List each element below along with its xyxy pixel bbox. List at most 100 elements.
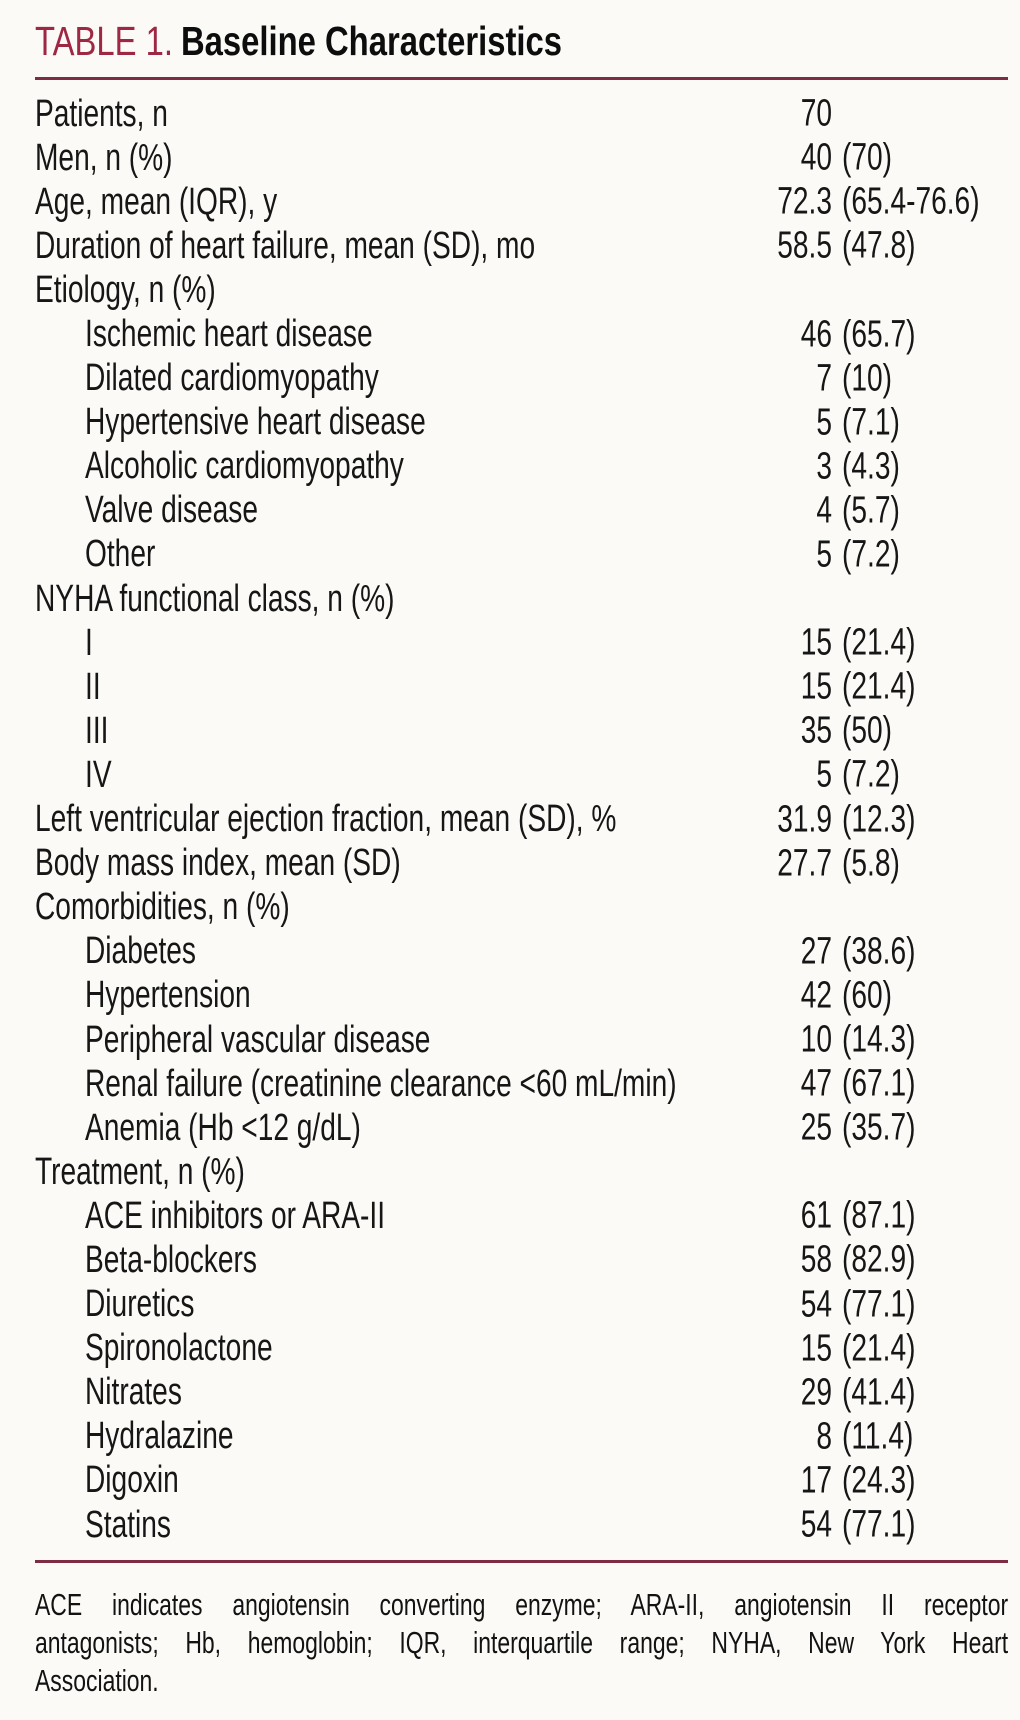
table-row: Hydralazine 8 (11.4) [35,1415,1020,1459]
row-value-number: 8 [816,1415,832,1458]
row-label: IV [85,753,112,796]
row-value-percent: (21.4) [842,1327,916,1370]
table-row: II 15 (21.4) [35,665,1020,709]
row-value-percent: (38.6) [842,930,916,973]
row-value-number: 5 [816,753,832,796]
row-label: NYHA functional class, n (%) [35,577,395,620]
row-label: Treatment, n (%) [35,1150,245,1193]
row-label: Valve disease [85,489,258,532]
row-value-number: 58.5 [777,224,832,267]
table-row: Hypertensive heart disease 5 (7.1) [35,401,1020,445]
row-value-number: 29 [800,1371,832,1414]
row-value-percent: (65.7) [842,313,916,356]
row-value-percent: (7.2) [842,533,900,576]
row-value-percent: (14.3) [842,1018,916,1061]
table-row: Digoxin 17 (24.3) [35,1459,1020,1503]
row-value-number: 47 [800,1062,832,1105]
row-label: Peripheral vascular disease [85,1018,431,1061]
row-value-percent: (24.3) [842,1459,916,1502]
row-label: Other [85,533,156,576]
row-value-number: 15 [800,621,832,664]
row-label: Diuretics [85,1283,195,1326]
row-value-number: 7 [816,357,832,400]
row-value-percent: (10) [842,357,893,400]
row-value: 15 (21.4) [650,1327,941,1370]
row-value-number: 42 [800,974,832,1017]
table-row: Comorbidities, n (%) [35,886,1020,930]
row-value: 27.7 (5.8) [650,842,920,885]
table-rows: Patients, n 70 Men, n (%) 40 (70) Age, m… [0,92,1020,1547]
table-row: III 35 (50) [35,709,1020,753]
row-value-number: 5 [816,401,832,444]
row-value-number: 40 [800,136,832,179]
row-label: II [85,665,101,708]
row-value: 31.9 (12.3) [650,798,941,841]
table-row: ACE inhibitors or ARA-II 61 (87.1) [35,1194,1020,1238]
row-value: 15 (21.4) [650,622,941,665]
row-value: 15 (21.4) [650,666,941,709]
table-name-label: Baseline Characteristics [180,18,562,64]
row-value-percent: (41.4) [842,1371,916,1414]
table-row: Patients, n 70 [35,92,1020,136]
footnote-line: ACE indicates angiotensin converting enz… [35,1587,1009,1622]
row-value-number: 54 [800,1283,832,1326]
table-row: Renal failure (creatinine clearance <60 … [35,1062,1020,1106]
row-value: 42 (60) [650,974,910,1017]
row-value: 8 (11.4) [650,1415,938,1458]
row-value-number: 27 [800,930,832,973]
row-value-percent: (70) [842,136,893,179]
row-label: Renal failure (creatinine clearance <60 … [85,1062,677,1105]
row-label: Age, mean (IQR), y [35,180,278,223]
table-row: Peripheral vascular disease 10 (14.3) [35,1018,1020,1062]
row-value-number: 25 [800,1106,832,1149]
row-value: 58 (82.9) [650,1239,941,1282]
table-row: Nitrates 29 (41.4) [35,1371,1020,1415]
row-value-number: 15 [800,665,832,708]
table-row: Spironolactone 15 (21.4) [35,1327,1020,1371]
row-label: Patients, n [35,92,168,135]
row-label: Hydralazine [85,1415,234,1458]
row-value: 7 (10) [650,357,910,400]
row-value-percent: (87.1) [842,1194,916,1237]
row-value-number: 61 [800,1194,832,1237]
row-value-percent: (77.1) [842,1283,916,1326]
row-label: Ischemic heart disease [85,313,373,356]
table-row: Valve disease 4 (5.7) [35,489,1020,533]
table-row: Other 5 (7.2) [35,533,1020,577]
table-row: Ischemic heart disease 46 (65.7) [35,312,1020,356]
footnote-line: Association. [35,1663,159,1698]
row-value-percent: (50) [842,709,893,752]
row-value-number: 70 [800,92,832,135]
row-value-percent: (7.1) [842,401,900,444]
row-label: Men, n (%) [35,136,173,179]
row-value: 17 (24.3) [650,1459,941,1502]
row-value: 27 (38.6) [650,930,941,973]
table-row: Treatment, n (%) [35,1150,1020,1194]
row-value: 25 (35.7) [650,1107,941,1150]
row-value-number: 5 [816,533,832,576]
row-value: 61 (87.1) [650,1195,941,1238]
row-value-percent: (5.8) [842,842,900,885]
table-row: Etiology, n (%) [35,268,1020,312]
table-row: Diabetes 27 (38.6) [35,930,1020,974]
bottom-rule [35,1560,1008,1563]
row-value-number: 17 [800,1459,832,1502]
row-label: Statins [85,1503,171,1546]
row-value-percent: (4.3) [842,445,900,488]
row-value-number: 46 [800,313,832,356]
row-label: Diabetes [85,930,196,973]
row-value-percent: (60) [842,974,893,1017]
table-row: Men, n (%) 40 (70) [35,136,1020,180]
row-value: 10 (14.3) [650,1019,941,1062]
row-value-number: 4 [816,489,832,532]
table-row: IV 5 (7.2) [35,753,1020,797]
row-label: Comorbidities, n (%) [35,886,290,929]
row-value-number: 31.9 [777,798,832,841]
row-value-number: 10 [800,1018,832,1061]
row-label: Beta-blockers [85,1238,257,1281]
row-value-percent: (12.3) [842,798,916,841]
row-value-percent: (47.8) [842,224,916,267]
row-value: 5 (7.2) [650,533,920,576]
row-value: 3 (4.3) [650,445,920,488]
table-title-line: TABLE 1. Baseline Characteristics [35,16,562,66]
